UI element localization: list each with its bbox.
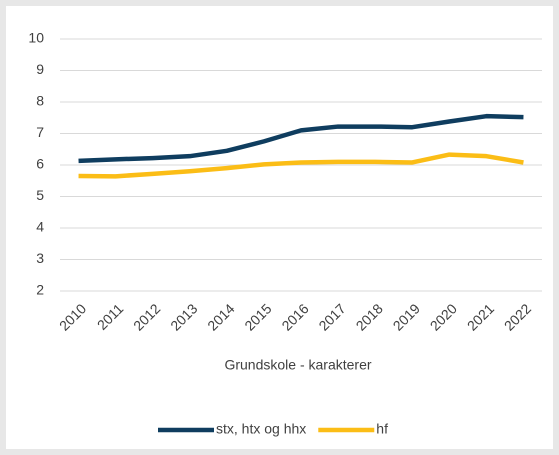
legend-label: stx, htx og hhx xyxy=(216,421,306,437)
legend-label: hf xyxy=(376,421,388,437)
y-tick-label: 7 xyxy=(36,124,44,140)
x-axis-label: Grundskole - karakterer xyxy=(224,357,371,373)
y-tick-label: 10 xyxy=(28,30,44,46)
y-tick-label: 9 xyxy=(36,61,44,77)
line-series xyxy=(78,152,524,179)
y-tick-label: 4 xyxy=(36,219,44,235)
y-tick-label: 2 xyxy=(36,282,44,298)
line-series xyxy=(78,113,524,164)
y-tick-label: 6 xyxy=(36,156,44,172)
y-tick-label: 8 xyxy=(36,93,44,109)
y-tick-label: 3 xyxy=(36,250,44,266)
y-tick-label: 5 xyxy=(36,187,44,203)
